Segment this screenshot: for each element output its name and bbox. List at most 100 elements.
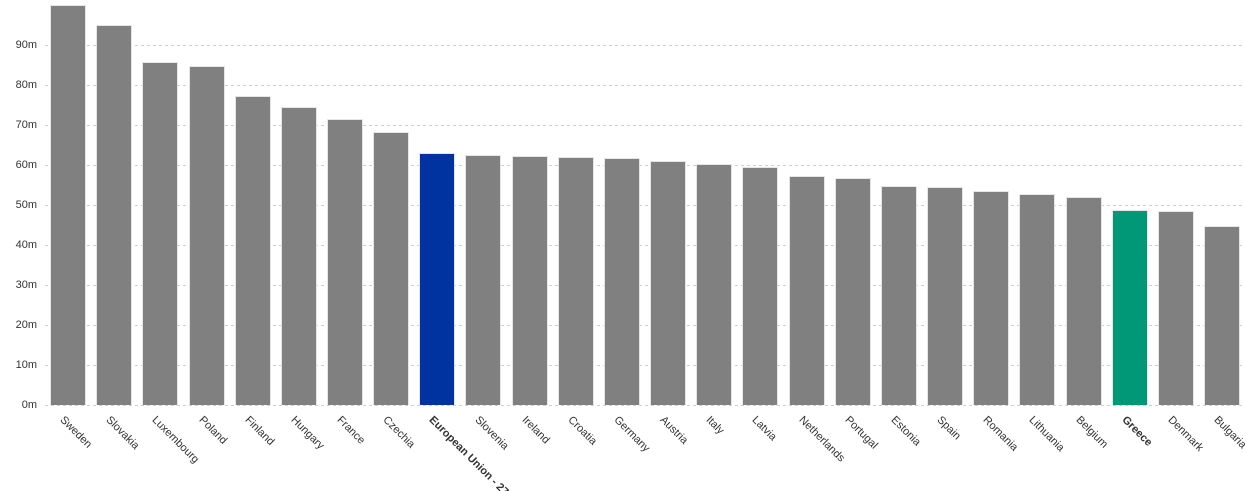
- bar-greece[interactable]: [1111, 209, 1148, 405]
- gridline-50m: [45, 205, 1245, 206]
- x-label-slot: Lithuania: [1014, 412, 1067, 491]
- bar-slot: [230, 5, 276, 405]
- gridline-20m: [45, 325, 1245, 326]
- x-label-slot: Greece: [1107, 412, 1155, 491]
- x-tick-label-bulgaria: Bulgaria: [1211, 414, 1246, 452]
- x-label-slot: Belgium: [1060, 412, 1110, 491]
- gridline-10m: [45, 365, 1245, 366]
- bar-slot: [1199, 5, 1245, 405]
- x-tick-label-hungary: Hungary: [288, 414, 327, 452]
- x-label-slot: Finland: [230, 412, 276, 491]
- x-label-slot: Romania: [968, 412, 1021, 491]
- x-label-slot: Hungary: [276, 412, 326, 491]
- plot-area: [45, 5, 1245, 406]
- x-label-slot: Estonia: [876, 412, 922, 491]
- x-label-slot: Denmark: [1153, 412, 1205, 491]
- bar-slot: [460, 5, 506, 405]
- bar-france[interactable]: [327, 119, 364, 405]
- bar-slot: [784, 5, 830, 405]
- x-label-slot: Ireland: [507, 412, 553, 491]
- bar-lithuania[interactable]: [1019, 193, 1056, 405]
- x-label-slot: Italy: [691, 412, 737, 491]
- bar-denmark[interactable]: [1157, 210, 1194, 405]
- gridline-0m: [45, 405, 1245, 406]
- x-tick-label-estonia: Estonia: [888, 414, 923, 449]
- y-tick-label-0m: 0m: [21, 399, 37, 411]
- bar-slovakia[interactable]: [96, 25, 133, 405]
- y-tick-label-30m: 30m: [15, 279, 37, 291]
- x-label-slot: Austria: [645, 412, 691, 491]
- gridline-90m: [45, 45, 1245, 46]
- bar-belgium[interactable]: [1065, 197, 1102, 405]
- bar-italy[interactable]: [696, 163, 733, 405]
- bar-slot: [1060, 5, 1106, 405]
- y-tick-label-70m: 70m: [15, 119, 37, 131]
- x-label-slot: European Union - 27 countries (from 2020…: [414, 412, 592, 491]
- x-label-slot: Spain: [922, 412, 968, 491]
- x-label-slot: Germany: [599, 412, 651, 491]
- bar-slot: [737, 5, 783, 405]
- bar-slot: [414, 5, 460, 405]
- x-tick-label-finland: Finland: [242, 414, 277, 448]
- bar-netherlands[interactable]: [788, 176, 825, 405]
- bars-row: [45, 5, 1245, 405]
- x-label-slot: Croatia: [553, 412, 599, 491]
- bar-portugal[interactable]: [834, 177, 871, 405]
- y-tick-label-60m: 60m: [15, 159, 37, 171]
- bar-slot: [322, 5, 368, 405]
- y-tick-label-40m: 40m: [15, 239, 37, 251]
- bar-ireland[interactable]: [511, 156, 548, 405]
- bar-slot: [599, 5, 645, 405]
- x-tick-label-ireland: Ireland: [519, 414, 552, 447]
- x-label-slot: Bulgaria: [1199, 412, 1246, 491]
- bar-spain[interactable]: [927, 187, 964, 405]
- bar-slot: [1107, 5, 1153, 405]
- bar-slot: [507, 5, 553, 405]
- bar-germany[interactable]: [603, 157, 640, 405]
- bar-slot: [968, 5, 1014, 405]
- bar-slot: [645, 5, 691, 405]
- x-tick-label-czechia: Czechia: [380, 414, 418, 451]
- x-tick-label-sweden: Sweden: [57, 414, 95, 451]
- x-label-slot: Netherlands: [784, 412, 846, 491]
- bar-sweden[interactable]: [50, 5, 87, 405]
- bar-slot: [276, 5, 322, 405]
- bar-croatia[interactable]: [557, 157, 594, 405]
- bar-slot: [45, 5, 91, 405]
- bar-luxembourg[interactable]: [142, 62, 179, 405]
- bar-czechia[interactable]: [373, 132, 410, 405]
- x-label-slot: Poland: [183, 412, 229, 491]
- gridline-60m: [45, 165, 1245, 166]
- x-label-slot: Sweden: [45, 412, 95, 491]
- bar-slot: [368, 5, 414, 405]
- x-tick-label-austria: Austria: [657, 414, 691, 447]
- x-tick-label-greece: Greece: [1119, 414, 1155, 449]
- x-label-slot: Slovakia: [91, 412, 142, 491]
- bar-hungary[interactable]: [280, 107, 317, 405]
- x-label-slot: Latvia: [737, 412, 783, 491]
- bar-bulgaria[interactable]: [1203, 225, 1240, 405]
- bar-estonia[interactable]: [880, 186, 917, 405]
- bar-finland[interactable]: [234, 96, 271, 405]
- x-tick-label-slovakia: Slovakia: [103, 414, 142, 452]
- x-tick-label-slovenia: Slovenia: [472, 414, 512, 453]
- y-tick-label-50m: 50m: [15, 199, 37, 211]
- bar-slot: [876, 5, 922, 405]
- bar-romania[interactable]: [973, 191, 1010, 405]
- gridline-80m: [45, 85, 1245, 86]
- bar-latvia[interactable]: [742, 166, 779, 405]
- x-label-slot: Luxembourg: [137, 412, 202, 491]
- bar-slot: [183, 5, 229, 405]
- x-tick-label-croatia: Croatia: [565, 414, 599, 448]
- bar-slot: [553, 5, 599, 405]
- bar-poland[interactable]: [188, 66, 225, 405]
- gridline-30m: [45, 285, 1245, 286]
- x-tick-label-latvia: Latvia: [749, 414, 780, 444]
- bar-slovenia[interactable]: [465, 155, 502, 405]
- gridline-40m: [45, 245, 1245, 246]
- y-tick-label-90m: 90m: [15, 39, 37, 51]
- bar-european-union-27-countries-from-2020[interactable]: [419, 153, 456, 405]
- y-tick-label-20m: 20m: [15, 319, 37, 331]
- bar-austria[interactable]: [650, 161, 687, 405]
